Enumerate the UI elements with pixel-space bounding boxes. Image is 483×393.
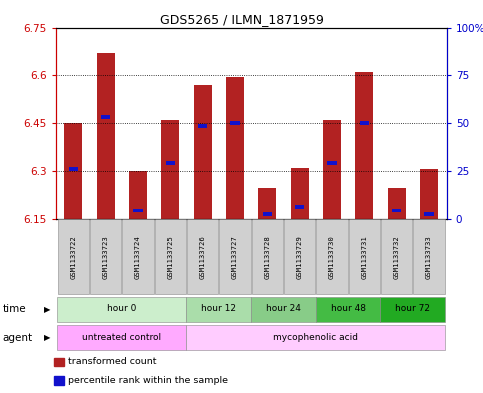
Text: GSM1133732: GSM1133732: [394, 235, 399, 279]
Bar: [90, 219, 121, 294]
Bar: [251, 297, 316, 322]
Bar: [54, 358, 64, 366]
Bar: [392, 209, 401, 213]
Bar: [420, 169, 438, 219]
Bar: [388, 188, 406, 219]
Bar: [381, 297, 445, 322]
Text: untreated control: untreated control: [82, 332, 161, 342]
Bar: [57, 297, 186, 322]
Bar: [413, 219, 444, 294]
Bar: [263, 212, 272, 216]
Bar: [166, 161, 175, 165]
Bar: [219, 219, 251, 294]
Bar: [226, 77, 244, 219]
Bar: [187, 219, 218, 294]
Bar: [186, 297, 251, 322]
Text: GSM1133727: GSM1133727: [232, 235, 238, 279]
Bar: [54, 376, 64, 385]
Bar: [101, 115, 110, 119]
Text: hour 24: hour 24: [266, 304, 301, 313]
Bar: [258, 188, 276, 219]
Bar: [316, 219, 347, 294]
Text: GSM1133733: GSM1133733: [426, 235, 432, 279]
Text: time: time: [2, 304, 26, 314]
Text: GSM1133731: GSM1133731: [361, 235, 368, 279]
Text: GSM1133729: GSM1133729: [297, 235, 303, 279]
Text: hour 12: hour 12: [201, 304, 236, 313]
Text: ▶: ▶: [44, 333, 51, 342]
Text: GDS5265 / ILMN_1871959: GDS5265 / ILMN_1871959: [159, 13, 324, 26]
Bar: [355, 72, 373, 219]
Bar: [327, 161, 337, 165]
Bar: [69, 167, 78, 171]
Text: hour 48: hour 48: [331, 304, 366, 313]
Bar: [161, 120, 179, 219]
Text: hour 0: hour 0: [107, 304, 137, 313]
Bar: [360, 121, 369, 125]
Bar: [194, 85, 212, 219]
Text: GSM1133723: GSM1133723: [103, 235, 109, 279]
Bar: [381, 219, 412, 294]
Bar: [123, 219, 154, 294]
Text: hour 72: hour 72: [395, 304, 430, 313]
Bar: [57, 325, 186, 350]
Bar: [58, 219, 89, 294]
Bar: [323, 120, 341, 219]
Bar: [252, 219, 283, 294]
Bar: [316, 297, 381, 322]
Text: agent: agent: [2, 332, 32, 343]
Text: mycophenolic acid: mycophenolic acid: [273, 332, 358, 342]
Text: GSM1133728: GSM1133728: [264, 235, 270, 279]
Text: GSM1133724: GSM1133724: [135, 235, 141, 279]
Bar: [349, 219, 380, 294]
Bar: [284, 219, 315, 294]
Text: transformed count: transformed count: [68, 357, 156, 366]
Bar: [155, 219, 186, 294]
Bar: [198, 124, 207, 128]
Bar: [425, 212, 434, 216]
Text: percentile rank within the sample: percentile rank within the sample: [68, 376, 228, 385]
Bar: [186, 325, 445, 350]
Bar: [295, 206, 304, 209]
Bar: [97, 53, 114, 219]
Text: GSM1133730: GSM1133730: [329, 235, 335, 279]
Text: GSM1133722: GSM1133722: [71, 235, 76, 279]
Text: GSM1133725: GSM1133725: [167, 235, 173, 279]
Bar: [133, 209, 142, 213]
Text: ▶: ▶: [44, 305, 51, 314]
Bar: [230, 121, 240, 125]
Bar: [291, 167, 309, 219]
Bar: [129, 171, 147, 219]
Bar: [64, 123, 82, 219]
Text: GSM1133726: GSM1133726: [199, 235, 206, 279]
